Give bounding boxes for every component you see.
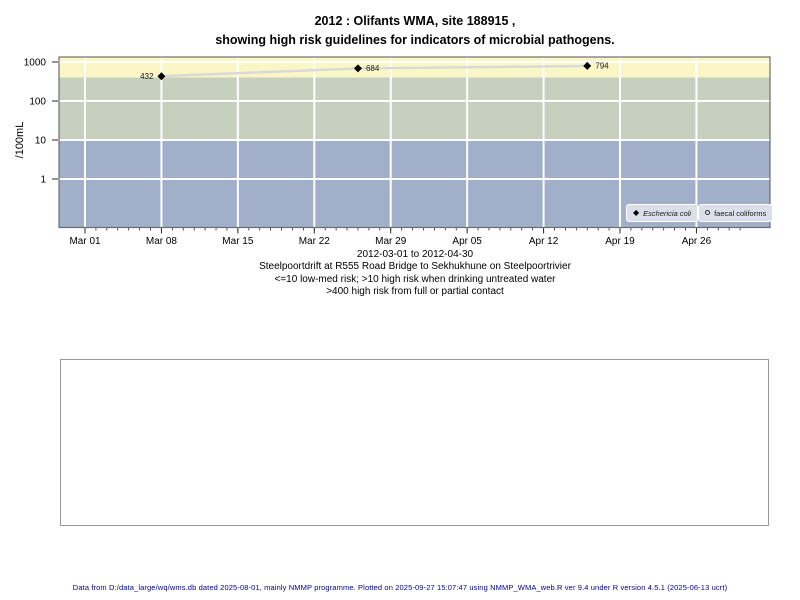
y-tick-label: 100 [29, 97, 46, 108]
subtitle-risk-guideline-2: >400 high risk from full or partial cont… [326, 286, 504, 298]
legend-label-faecal: faecal coliforms [714, 208, 767, 218]
y-tick-label: 10 [35, 136, 47, 147]
data-point-marker [157, 72, 166, 81]
y-tick-label: 1000 [24, 58, 47, 69]
chart-legend: ◆ Eschericia coli faecal coliforms [626, 204, 774, 222]
filled-diamond-icon: ◆ [633, 208, 640, 217]
chart-title: 2012 : Olifants WMA, site 188915 , showi… [59, 12, 771, 50]
x-tick-label: Mar 22 [299, 236, 331, 247]
data-point-marker [353, 64, 362, 73]
open-circle-icon [705, 209, 711, 215]
chart-canvas: Mar 01 Mar 08 Mar 15 Mar 22 Mar 29 Apr 05 Apr … [24, 56, 771, 247]
x-tick-label: Mar 08 [146, 236, 178, 247]
subtitle-date-range: 2012-03-01 to 2012-04-30 [356, 249, 474, 260]
x-tick-label: Mar 01 [69, 236, 101, 247]
legend-label-ecoli: Eschericia coli [643, 208, 692, 218]
legend-item-faecal: faecal coliforms [698, 204, 774, 222]
x-tick-label: Mar 15 [222, 236, 254, 247]
x-tick-label: Apr 12 [529, 236, 559, 247]
subtitle-site-description: Steelpoortdrift at R555 Road Bridge to S… [259, 261, 571, 273]
x-tick-label: Mar 29 [375, 236, 407, 247]
chart-title-line1: 2012 : Olifants WMA, site 188915 , [314, 14, 516, 28]
x-tick-label: Apr 19 [605, 236, 635, 247]
band-high-risk-drinking [59, 77, 770, 140]
plot-border [58, 56, 771, 229]
x-tick-label: Apr 26 [682, 236, 712, 247]
subtitle-risk-guideline-1: <=10 low-med risk; >10 high risk when dr… [274, 273, 556, 285]
y-tick-label: 1 [40, 175, 46, 186]
legend-item-ecoli: ◆ Eschericia coli [626, 204, 699, 222]
footer-note: Data from D:/data_large/wq/wms.db dated … [72, 583, 728, 592]
data-point-label: 684 [366, 64, 380, 73]
chart-title-line2: showing high risk guidelines for indicat… [215, 33, 615, 47]
data-point-label: 432 [140, 72, 154, 81]
x-tick-label: Apr 05 [452, 236, 482, 247]
chart-subtitle: 2012-03-01 to 2012-04-30 Steelpoortdrift… [59, 249, 771, 299]
data-point-marker [583, 61, 592, 70]
data-point-label: 794 [595, 62, 609, 71]
empty-plot-panel [60, 359, 769, 526]
